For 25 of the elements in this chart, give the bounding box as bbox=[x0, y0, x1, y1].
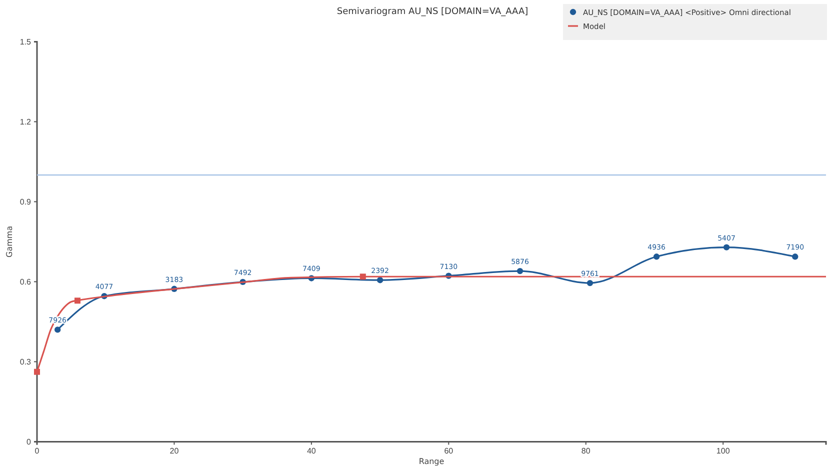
point bbox=[516, 268, 524, 274]
x-tick-label: 80 bbox=[581, 446, 591, 456]
x-tick-label: 0 bbox=[34, 446, 40, 456]
chart-title: Semivariogram AU_NS [DOMAIN=VA_AAA] bbox=[336, 7, 528, 17]
point bbox=[34, 368, 40, 375]
x-tick-label: 40 bbox=[306, 446, 316, 456]
y-tick-label: 0.9 bbox=[20, 197, 32, 206]
point bbox=[376, 277, 384, 284]
point bbox=[792, 254, 798, 260]
point bbox=[723, 244, 730, 250]
y-tick-label: 0 bbox=[26, 437, 32, 446]
x-tick-label: 100 bbox=[716, 446, 730, 456]
x-tick-label: 60 bbox=[444, 446, 454, 456]
point bbox=[653, 254, 660, 260]
y-tick-label: 0.3 bbox=[20, 357, 32, 366]
point bbox=[360, 274, 366, 280]
y-tick-label: 1.2 bbox=[20, 117, 32, 126]
y-tick-label: 1.5 bbox=[20, 37, 32, 46]
point bbox=[74, 298, 80, 304]
x-tick-label: 20 bbox=[170, 446, 180, 456]
point bbox=[586, 280, 594, 286]
x-axis-title: Range bbox=[418, 457, 444, 466]
point bbox=[54, 326, 61, 333]
y-axis-title: Gamma bbox=[5, 226, 14, 258]
y-tick-label: 0.6 bbox=[20, 277, 32, 286]
